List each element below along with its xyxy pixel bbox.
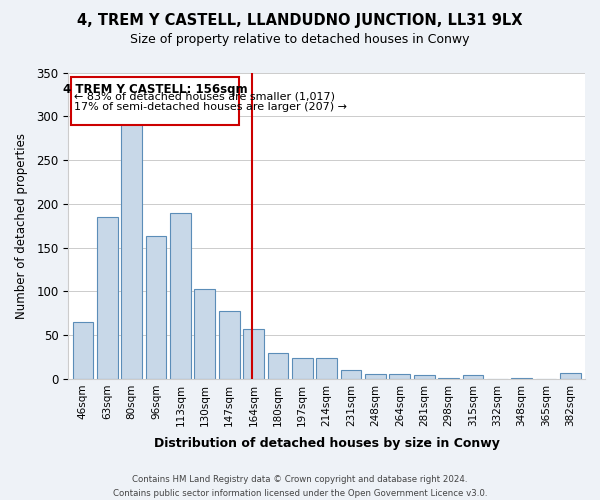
Text: 17% of semi-detached houses are larger (207) →: 17% of semi-detached houses are larger (… xyxy=(74,102,347,113)
Bar xyxy=(316,358,337,379)
Bar xyxy=(97,217,118,379)
Bar xyxy=(365,374,386,379)
Bar xyxy=(341,370,361,379)
Bar xyxy=(219,312,239,379)
Bar xyxy=(438,378,459,379)
Bar xyxy=(170,212,191,379)
X-axis label: Distribution of detached houses by size in Conwy: Distribution of detached houses by size … xyxy=(154,437,500,450)
FancyBboxPatch shape xyxy=(71,77,239,125)
Bar xyxy=(560,373,581,379)
Y-axis label: Number of detached properties: Number of detached properties xyxy=(15,132,28,318)
Text: Size of property relative to detached houses in Conwy: Size of property relative to detached ho… xyxy=(130,32,470,46)
Text: 4, TREM Y CASTELL, LLANDUDNO JUNCTION, LL31 9LX: 4, TREM Y CASTELL, LLANDUDNO JUNCTION, L… xyxy=(77,12,523,28)
Bar xyxy=(73,322,93,379)
Text: 4 TREM Y CASTELL: 156sqm: 4 TREM Y CASTELL: 156sqm xyxy=(62,83,247,96)
Bar xyxy=(268,352,288,379)
Bar xyxy=(243,329,264,379)
Bar xyxy=(414,376,434,379)
Bar xyxy=(292,358,313,379)
Bar xyxy=(194,288,215,379)
Bar xyxy=(463,376,483,379)
Bar xyxy=(146,236,166,379)
Text: ← 83% of detached houses are smaller (1,017): ← 83% of detached houses are smaller (1,… xyxy=(74,92,335,102)
Bar xyxy=(389,374,410,379)
Bar xyxy=(121,120,142,379)
Bar xyxy=(511,378,532,379)
Text: Contains HM Land Registry data © Crown copyright and database right 2024.
Contai: Contains HM Land Registry data © Crown c… xyxy=(113,476,487,498)
